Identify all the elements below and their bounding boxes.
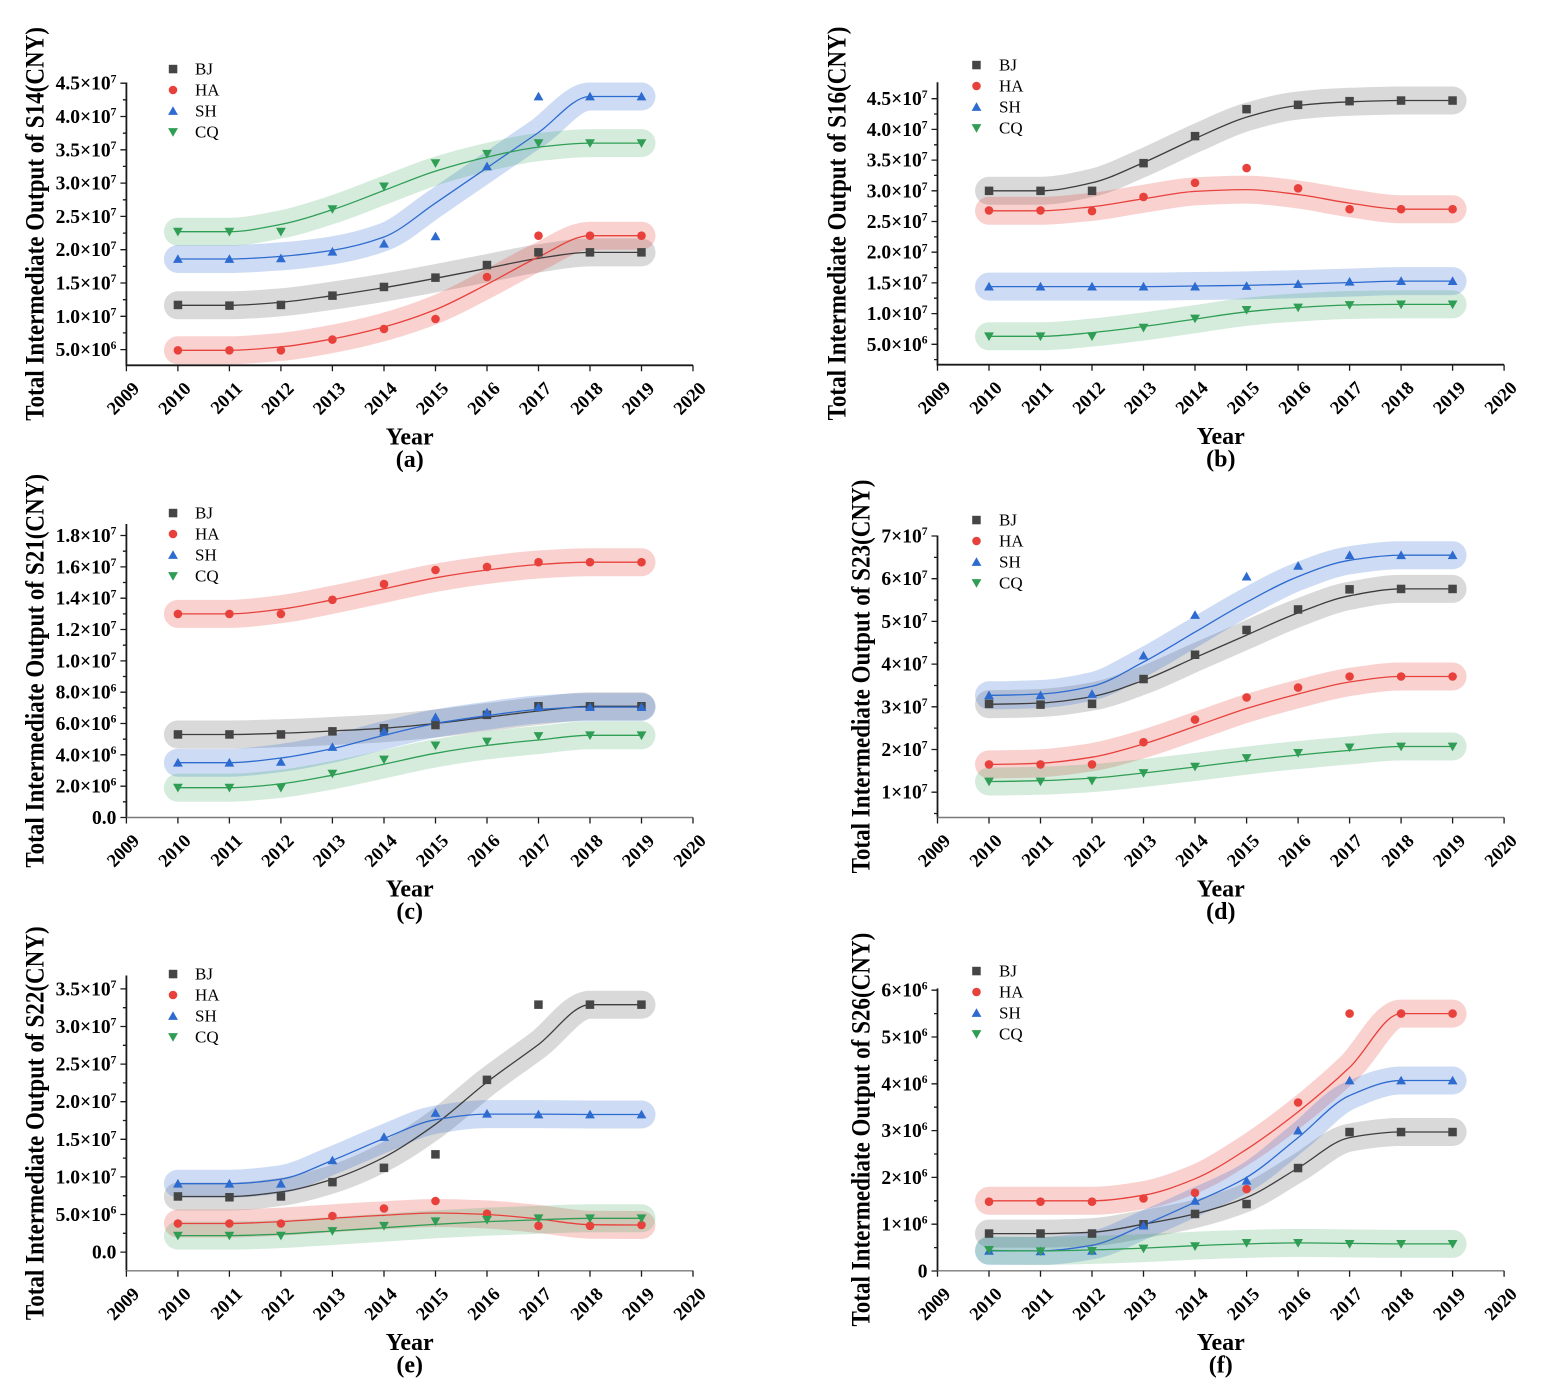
svg-text:Total Intermediate Output of S: Total Intermediate Output of S23(CNY) xyxy=(847,480,876,874)
svg-text:Year: Year xyxy=(1197,424,1245,450)
svg-text:1.6×107: 1.6×107 xyxy=(56,557,117,578)
svg-text:3.5×107: 3.5×107 xyxy=(56,140,117,161)
svg-text:4.0×107: 4.0×107 xyxy=(56,107,117,128)
svg-text:6.0×106: 6.0×106 xyxy=(56,714,117,735)
svg-text:1×107: 1×107 xyxy=(881,782,927,803)
svg-text:1.0×107: 1.0×107 xyxy=(56,651,117,672)
svg-text:SH: SH xyxy=(999,1004,1021,1023)
svg-text:2.5×107: 2.5×107 xyxy=(867,212,928,233)
svg-text:BJ: BJ xyxy=(195,965,213,984)
svg-text:HA: HA xyxy=(999,77,1024,96)
svg-text:2.0×107: 2.0×107 xyxy=(56,1092,117,1113)
svg-text:SH: SH xyxy=(195,546,217,565)
svg-text:HA: HA xyxy=(195,81,220,100)
svg-text:1.0×107: 1.0×107 xyxy=(56,307,117,328)
svg-text:1.8×107: 1.8×107 xyxy=(56,526,117,547)
svg-text:SH: SH xyxy=(195,102,217,121)
svg-text:5.0×106: 5.0×106 xyxy=(56,1205,117,1226)
svg-text:5.0×106: 5.0×106 xyxy=(56,340,117,361)
svg-text:CQ: CQ xyxy=(195,123,219,142)
svg-text:2×107: 2×107 xyxy=(881,740,927,761)
svg-text:1.4×107: 1.4×107 xyxy=(56,588,117,609)
svg-text:3×107: 3×107 xyxy=(881,697,927,718)
svg-text:6×106: 6×106 xyxy=(881,980,927,1001)
svg-text:BJ: BJ xyxy=(999,511,1017,530)
svg-text:CQ: CQ xyxy=(999,574,1023,593)
svg-text:1.5×107: 1.5×107 xyxy=(56,273,117,294)
svg-text:2.0×107: 2.0×107 xyxy=(867,242,928,263)
svg-text:8.0×106: 8.0×106 xyxy=(56,682,117,703)
svg-text:HA: HA xyxy=(195,525,220,544)
svg-text:Total Intermediate Output of S: Total Intermediate Output of S22(CNY) xyxy=(21,926,50,1320)
svg-text:3.5×107: 3.5×107 xyxy=(56,979,117,1000)
svg-text:SH: SH xyxy=(195,1007,217,1026)
svg-text:1.2×107: 1.2×107 xyxy=(56,620,117,641)
svg-text:4.5×107: 4.5×107 xyxy=(56,73,117,94)
svg-text:CQ: CQ xyxy=(195,1028,219,1047)
svg-text:5×107: 5×107 xyxy=(881,612,927,633)
svg-text:Total Intermediate Output of S: Total Intermediate Output of S21(CNY) xyxy=(21,474,50,868)
svg-text:(b): (b) xyxy=(1206,446,1235,472)
svg-text:Total Intermediate Output of S: Total Intermediate Output of S16(CNY) xyxy=(823,27,852,421)
svg-text:2.5×107: 2.5×107 xyxy=(56,1054,117,1075)
svg-text:CQ: CQ xyxy=(999,1025,1023,1044)
svg-text:Year: Year xyxy=(386,425,434,451)
svg-text:1.0×107: 1.0×107 xyxy=(56,1167,117,1188)
svg-text:2.0×107: 2.0×107 xyxy=(56,240,117,261)
svg-text:4.5×107: 4.5×107 xyxy=(867,89,928,110)
svg-text:3.5×107: 3.5×107 xyxy=(867,150,928,171)
svg-text:1×106: 1×106 xyxy=(881,1214,927,1235)
svg-text:3.0×107: 3.0×107 xyxy=(867,181,928,202)
svg-text:1.0×107: 1.0×107 xyxy=(867,304,928,325)
svg-text:HA: HA xyxy=(195,986,220,1005)
svg-text:(f): (f) xyxy=(1209,1352,1233,1378)
svg-text:Year: Year xyxy=(386,1330,434,1356)
svg-text:3.0×107: 3.0×107 xyxy=(56,173,117,194)
svg-text:CQ: CQ xyxy=(195,567,219,586)
svg-text:Year: Year xyxy=(1197,877,1245,903)
svg-text:(e): (e) xyxy=(396,1352,423,1378)
svg-text:1.5×107: 1.5×107 xyxy=(867,273,928,294)
svg-text:Year: Year xyxy=(1197,1330,1245,1356)
svg-text:(d): (d) xyxy=(1206,899,1235,925)
svg-text:Total Intermediate Output of S: Total Intermediate Output of S26(CNY) xyxy=(847,933,876,1327)
svg-text:SH: SH xyxy=(999,553,1021,572)
svg-text:HA: HA xyxy=(999,532,1024,551)
svg-text:Total Intermediate Output of S: Total Intermediate Output of S14(CNY) xyxy=(21,27,50,421)
svg-text:BJ: BJ xyxy=(195,504,213,523)
svg-text:HA: HA xyxy=(999,983,1024,1002)
svg-text:6×107: 6×107 xyxy=(881,569,927,590)
svg-text:2.0×106: 2.0×106 xyxy=(56,776,117,797)
svg-text:BJ: BJ xyxy=(195,60,213,79)
svg-text:4×106: 4×106 xyxy=(881,1074,927,1095)
svg-text:Year: Year xyxy=(386,877,434,903)
svg-text:CQ: CQ xyxy=(999,119,1023,138)
svg-text:1.5×107: 1.5×107 xyxy=(56,1130,117,1151)
svg-text:5.0×106: 5.0×106 xyxy=(867,335,928,356)
svg-text:3.0×107: 3.0×107 xyxy=(56,1017,117,1038)
svg-text:3×106: 3×106 xyxy=(881,1121,927,1142)
svg-text:0.0: 0.0 xyxy=(92,808,116,829)
svg-text:4×107: 4×107 xyxy=(881,654,927,675)
svg-text:4.0×106: 4.0×106 xyxy=(56,745,117,766)
svg-text:2.5×107: 2.5×107 xyxy=(56,207,117,228)
svg-text:7×107: 7×107 xyxy=(881,526,927,547)
svg-text:0: 0 xyxy=(918,1262,928,1283)
svg-text:4.0×107: 4.0×107 xyxy=(867,120,928,141)
svg-text:BJ: BJ xyxy=(999,56,1017,75)
svg-text:0.0: 0.0 xyxy=(92,1243,116,1264)
svg-text:(c): (c) xyxy=(396,899,423,925)
svg-text:BJ: BJ xyxy=(999,962,1017,981)
svg-text:2×106: 2×106 xyxy=(881,1168,927,1189)
svg-text:5×106: 5×106 xyxy=(881,1027,927,1048)
svg-text:(a): (a) xyxy=(396,447,424,473)
svg-text:SH: SH xyxy=(999,98,1021,117)
